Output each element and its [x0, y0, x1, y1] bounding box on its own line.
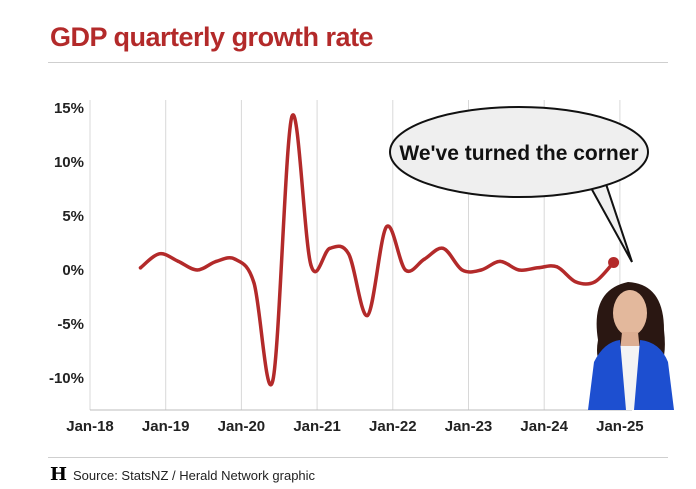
title-divider	[48, 62, 668, 63]
x-tick-label: Jan-19	[142, 418, 190, 435]
speech-bubble-tail	[588, 182, 633, 263]
speech-bubble-joint	[588, 179, 608, 185]
x-tick-label: Jan-22	[369, 418, 417, 435]
data-point	[479, 268, 483, 272]
data-point	[233, 257, 237, 261]
data-point	[157, 252, 161, 256]
herald-logo-icon: H	[50, 464, 68, 485]
data-point	[555, 265, 559, 269]
x-axis: Jan-18 Jan-19 Jan-20 Jan-21 Jan-22 Jan-23 Jan-…	[66, 418, 643, 435]
chart-title: GDP quarterly growth rate	[50, 22, 374, 52]
x-tick-label: Jan-24	[520, 418, 568, 435]
speech-bubble-text: We've turned the corner	[399, 142, 638, 165]
series-group	[138, 113, 620, 387]
y-tick-label: 15%	[54, 100, 84, 117]
data-point	[214, 259, 218, 263]
data-point	[441, 246, 445, 250]
source-text: Source: StatsNZ / Herald Network graphic	[73, 467, 316, 483]
portrait-face	[613, 290, 647, 336]
data-point	[498, 259, 502, 263]
data-point	[536, 266, 540, 270]
series-line	[138, 113, 616, 387]
x-tick-label: Jan-18	[66, 418, 114, 435]
portrait-image	[588, 282, 674, 410]
data-point	[328, 246, 332, 250]
data-point	[347, 252, 351, 256]
data-point	[271, 378, 275, 382]
data-point	[195, 268, 199, 272]
data-point	[176, 259, 180, 263]
portrait-jacket	[588, 340, 674, 410]
x-tick-label: Jan-25	[596, 418, 644, 435]
y-axis: 15% 10% 5% 0% -5% -10%	[49, 100, 84, 387]
x-tick-label: Jan-23	[445, 418, 493, 435]
footer-divider	[48, 457, 668, 458]
data-point	[517, 268, 521, 272]
data-point	[309, 263, 313, 267]
source-line: H Source: StatsNZ / Herald Network graph…	[50, 465, 315, 485]
y-tick-label: 5%	[62, 208, 84, 225]
x-tick-label: Jan-20	[218, 418, 266, 435]
data-point	[138, 266, 143, 270]
speech-bubble-body	[389, 106, 649, 198]
data-point	[290, 115, 294, 119]
data-point	[460, 268, 464, 272]
data-point-latest	[608, 256, 620, 268]
y-tick-label: -5%	[57, 316, 84, 333]
speech-bubble: We've turned the corner	[389, 106, 649, 263]
data-point	[574, 280, 578, 284]
data-point	[365, 313, 370, 317]
y-tick-label: 10%	[54, 154, 84, 171]
y-tick-label: -10%	[49, 370, 84, 387]
data-point	[403, 268, 408, 272]
y-tick-label: 0%	[62, 262, 84, 279]
data-point	[593, 280, 597, 284]
x-tick-label: Jan-21	[293, 418, 341, 435]
data-point	[252, 281, 256, 285]
data-point	[422, 257, 426, 261]
data-point	[384, 225, 389, 229]
